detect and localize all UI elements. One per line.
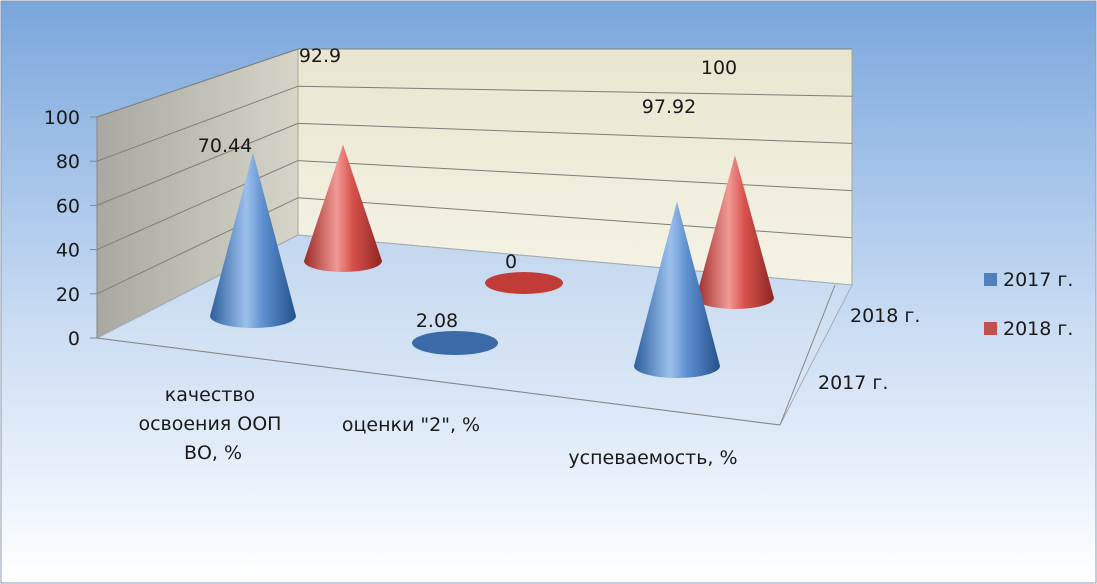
y-tick-label: 0 xyxy=(68,328,80,350)
gridline xyxy=(297,160,853,192)
y-tick-label: 20 xyxy=(56,284,80,306)
legend-label-2017: 2017 г. xyxy=(1003,269,1073,291)
y-axis-ticks: 0 20 40 60 80 100 xyxy=(44,107,97,350)
x-tick-label: качество освоения ООП ВО, % xyxy=(138,384,287,464)
y-tick-label: 100 xyxy=(44,107,80,129)
gridline xyxy=(297,85,853,97)
cone-body xyxy=(634,201,720,378)
gridline xyxy=(96,85,299,162)
cone-1-0: 92.9 xyxy=(299,45,382,272)
cone-body xyxy=(696,155,774,309)
x-tick-label-line: качество xyxy=(165,384,255,406)
data-label: 97.92 xyxy=(642,96,696,118)
cone-0-0: 70.44 xyxy=(198,135,296,328)
x-tick-label-line: ВО, % xyxy=(184,442,242,464)
depth-tick-label: 2017 г. xyxy=(818,372,888,394)
legend-label-2018: 2018 г. xyxy=(1003,318,1073,340)
gridline xyxy=(96,160,299,251)
gridline xyxy=(96,48,299,118)
data-label: 70.44 xyxy=(198,135,252,157)
data-label: 0 xyxy=(505,251,517,273)
cone-0-2: 97.92 xyxy=(634,96,720,378)
cone-body xyxy=(210,152,296,328)
legend-swatch-2017 xyxy=(984,273,997,286)
cone-body xyxy=(304,144,382,272)
x-tick-label: успеваемость, % xyxy=(568,447,737,469)
depth-tick-label: 2018 г. xyxy=(850,305,920,327)
y-tick-label: 40 xyxy=(56,240,80,262)
depth-axis-line xyxy=(779,284,836,426)
x-tick-label: оценки "2", % xyxy=(342,414,480,436)
legend-swatch-2018 xyxy=(984,322,997,335)
cone-base-flat xyxy=(412,331,498,355)
gridline xyxy=(297,197,853,239)
x-axis-labels: качество освоения ООП ВО, % оценки "2", … xyxy=(138,384,737,469)
data-label: 2.08 xyxy=(416,310,458,332)
cone-base-flat xyxy=(485,272,563,294)
y-tick-label: 80 xyxy=(56,151,80,173)
cone-0-1: 2.08 xyxy=(412,310,498,355)
depth-axis-labels: 2018 г. 2017 г. xyxy=(818,305,920,394)
y-tick-label: 60 xyxy=(56,195,80,217)
cone-1-2: 100 xyxy=(696,57,774,309)
data-label: 100 xyxy=(701,57,737,79)
cone-series: 92.9 0 100 70.44 2.08 97.92 xyxy=(198,45,774,378)
data-label: 92.9 xyxy=(299,45,341,67)
gridline xyxy=(96,122,299,206)
x-axis-line xyxy=(96,337,781,426)
legend: 2017 г. 2018 г. xyxy=(984,269,1073,340)
gridline xyxy=(297,122,853,144)
x-tick-label-line: освоения ООП xyxy=(138,413,281,435)
cone-1-1: 0 xyxy=(485,251,563,294)
